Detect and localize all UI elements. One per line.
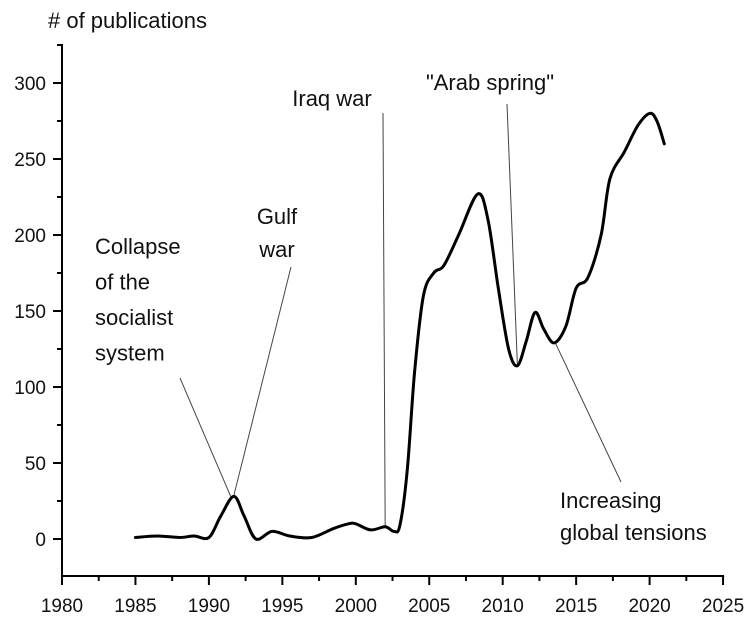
leader-line	[506, 103, 518, 365]
x-tick-label: 1985	[114, 596, 156, 617]
x-tick-label: 1990	[188, 596, 230, 617]
x-tick-label: 2005	[408, 596, 450, 617]
axis-ticks: 0 50 100 150 200 250 300 1980 1985 1990 1995 2000 20…	[14, 44, 744, 617]
x-tick-label: 1980	[41, 596, 83, 617]
x-tick-label: 2025	[702, 596, 744, 617]
annotation-global-tensions: Increasing global tensions	[560, 488, 707, 545]
publications-line	[133, 111, 666, 541]
annotation-leader-lines	[179, 103, 622, 526]
annotation-arab-spring: "Arab spring"	[426, 70, 554, 95]
x-tick-label: 2000	[335, 596, 377, 617]
leader-line	[555, 343, 622, 483]
y-tick-label: 100	[14, 378, 46, 399]
annotation-gulf-war: Gulf war	[257, 204, 298, 262]
x-tick-label: 1995	[261, 596, 303, 617]
y-tick-label: 0	[35, 530, 46, 551]
leader-line	[233, 266, 292, 496]
x-tick-label: 2020	[628, 596, 670, 617]
y-tick-label: 150	[14, 302, 46, 323]
y-tick-label: 50	[25, 454, 46, 475]
leader-line	[382, 112, 386, 526]
y-tick-label: 200	[14, 226, 46, 247]
leader-line	[179, 377, 232, 498]
y-tick-label: 250	[14, 150, 46, 171]
annotation-iraq-war: Iraq war	[292, 86, 371, 111]
y-axis-label: # of publications	[48, 8, 207, 33]
x-tick-label: 2015	[555, 596, 597, 617]
x-tick-label: 2010	[482, 596, 524, 617]
annotations: Collapse of the socialist system Gulf war Iraq…	[95, 70, 707, 545]
y-tick-label: 300	[14, 74, 46, 95]
annotation-collapse: Collapse of the socialist system	[95, 234, 181, 366]
